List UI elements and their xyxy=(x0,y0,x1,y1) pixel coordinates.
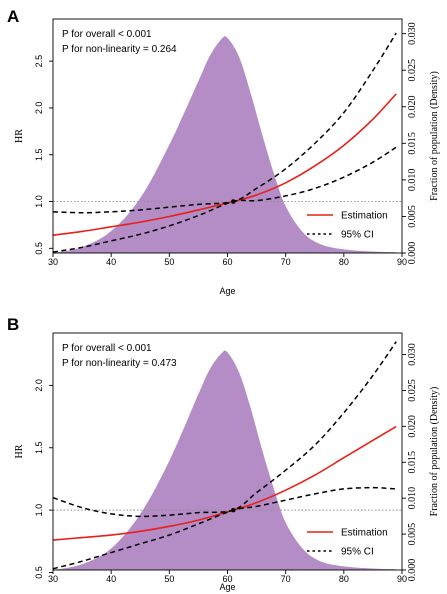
x-tick-label: 30 xyxy=(48,257,58,267)
x-tick-label: 80 xyxy=(339,574,349,584)
y2-tick-label: 0.025 xyxy=(407,379,418,402)
y-axis-label: HR xyxy=(14,129,25,143)
p-value-annotation: P for non-linearity = 0.473 xyxy=(62,358,177,369)
x-tick-label: 90 xyxy=(397,257,407,267)
y-tick-label: 2.0 xyxy=(34,102,44,115)
y-tick-label: 2.5 xyxy=(34,55,44,68)
y-tick-label: 0.5 xyxy=(34,242,44,255)
panel-b: B 30 40 50 60 70 80 90 Age 0.5 1.0 1.5 2.0 HR 0.000 0.0… xyxy=(7,315,440,592)
x-tick-label: 90 xyxy=(397,574,407,584)
y2-tick-label: 0.015 xyxy=(407,451,418,474)
y-tick-label: 1.0 xyxy=(34,195,44,208)
legend-estimation-label: Estimation xyxy=(341,211,388,222)
y2-tick-label: 0.015 xyxy=(407,132,418,155)
y-tick-label: 1.5 xyxy=(34,442,44,455)
reference-point xyxy=(231,507,236,513)
x-tick-label: 60 xyxy=(222,574,232,584)
x-tick-label: 70 xyxy=(281,257,291,267)
y-axis-label: HR xyxy=(14,444,25,458)
y-tick-label: 0.5 xyxy=(34,566,44,579)
y2-tick-label: 0.005 xyxy=(407,523,418,546)
legend-ci-label: 95% CI xyxy=(341,547,374,558)
y-tick-label: 1.0 xyxy=(34,504,44,517)
x-tick-label: 80 xyxy=(339,257,349,267)
y-tick-label: 2.0 xyxy=(34,379,44,392)
x-tick-label: 30 xyxy=(48,574,58,584)
density-area xyxy=(53,350,397,570)
y2-tick-label: 0.030 xyxy=(407,22,418,45)
y-tick-label: 1.5 xyxy=(34,148,44,161)
y2-tick-label: 0.020 xyxy=(407,96,418,119)
x-tick-label: 50 xyxy=(164,574,174,584)
y2-tick-label: 0.005 xyxy=(407,205,418,228)
x-tick-label: 50 xyxy=(164,257,174,267)
y2-tick-label: 0.000 xyxy=(407,559,418,582)
panel-letter: B xyxy=(7,315,19,334)
y2-tick-label: 0.020 xyxy=(407,415,418,438)
x-tick-label: 70 xyxy=(281,574,291,584)
legend-ci-label: 95% CI xyxy=(341,230,374,241)
y2-tick-label: 0.000 xyxy=(407,242,418,265)
x-tick-label: 40 xyxy=(106,574,116,584)
y2-axis-label: Fraction of population (Density) xyxy=(429,387,440,517)
p-value-annotation: P for non-linearity = 0.264 xyxy=(62,44,177,55)
x-axis-label: Age xyxy=(219,286,235,296)
reference-point xyxy=(231,199,236,204)
density-area xyxy=(53,36,397,254)
p-value-annotation: P for overall < 0.001 xyxy=(62,29,152,40)
y2-tick-label: 0.030 xyxy=(407,343,418,366)
y2-axis-label: Fraction of population (Density) xyxy=(429,71,440,201)
p-value-annotation: P for overall < 0.001 xyxy=(62,343,152,354)
x-tick-label: 40 xyxy=(106,257,116,267)
panel-letter: A xyxy=(7,7,19,26)
x-tick-label: 60 xyxy=(222,257,232,267)
y2-tick-label: 0.010 xyxy=(407,169,418,192)
y2-tick-label: 0.010 xyxy=(407,487,418,510)
legend-estimation-label: Estimation xyxy=(341,528,388,539)
y2-tick-label: 0.025 xyxy=(407,59,418,82)
x-axis-label: Age xyxy=(219,582,235,592)
panel-a: A 30 40 50 60 70 80 90 Age 0.5 1.0 1.5 2.0 2.5 HR 0.000… xyxy=(7,7,440,296)
